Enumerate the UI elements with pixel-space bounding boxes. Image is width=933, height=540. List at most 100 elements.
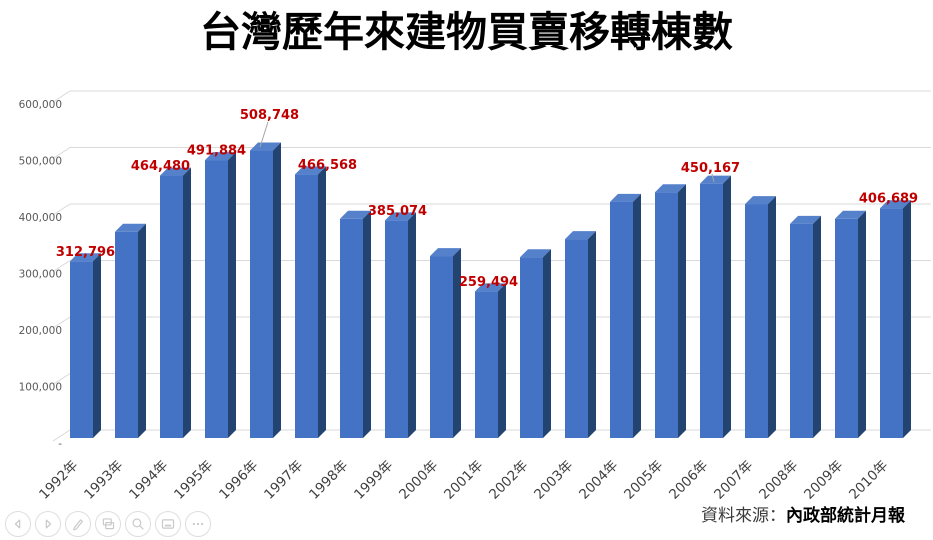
bar-2001年 xyxy=(475,291,498,438)
data-label: 491,884 xyxy=(187,144,246,159)
ellipsis-icon xyxy=(192,522,204,526)
toolbar-see-all-slides-button[interactable] xyxy=(95,511,121,537)
bar-2000年 xyxy=(430,256,453,438)
bar-side-face xyxy=(813,215,821,438)
bar-top-face xyxy=(205,152,236,161)
x-axis-label: 2001年 xyxy=(441,458,486,503)
x-axis-label: 1998年 xyxy=(306,458,351,503)
x-axis-label: 2006年 xyxy=(666,458,711,503)
bar-2002年 xyxy=(520,257,543,438)
bar-2005年 xyxy=(655,192,678,438)
y-axis-label: 300,000 xyxy=(19,269,62,281)
y-axis-label: 400,000 xyxy=(19,212,62,224)
see-all-slides-icon xyxy=(102,518,115,530)
bar-top-face xyxy=(160,167,191,176)
x-axis-label: 2010年 xyxy=(846,458,891,503)
data-label: 385,074 xyxy=(368,204,427,219)
bar-top-face xyxy=(610,193,641,202)
pen-icon xyxy=(73,519,84,531)
next-arrow-icon xyxy=(45,519,52,529)
bar-1998年 xyxy=(340,218,363,438)
source-prefix: 資料來源： xyxy=(701,506,786,526)
bar-side-face xyxy=(723,175,731,438)
axis-tick-connector xyxy=(52,147,71,159)
bar-top-face xyxy=(565,231,596,240)
bar-side-face xyxy=(273,142,281,438)
bar-side-face xyxy=(768,196,776,438)
toolbar-more-options-button[interactable] xyxy=(185,511,211,537)
bar-top-face xyxy=(385,212,416,221)
bar-top-face xyxy=(835,210,866,219)
y-axis-label: 100,000 xyxy=(19,382,62,394)
bar-top-face xyxy=(520,249,551,258)
bar-2004年 xyxy=(610,201,633,438)
source-publication: 內政部統計月報 xyxy=(786,506,905,526)
toolbar-previous-button[interactable] xyxy=(5,511,31,537)
y-axis-label: 200,000 xyxy=(19,325,62,337)
bar-2009年 xyxy=(835,218,858,438)
toolbar-pen-button[interactable] xyxy=(65,511,91,537)
data-label: 508,748 xyxy=(240,108,299,123)
y-axis-label: 600,000 xyxy=(19,99,62,111)
data-label: 406,689 xyxy=(859,192,918,207)
axis-tick-connector xyxy=(52,429,71,442)
bar-2010年 xyxy=(880,208,903,438)
bar-side-face xyxy=(453,248,461,438)
axis-tick-connector xyxy=(52,316,71,329)
bar-top-face xyxy=(745,196,776,205)
bar-1992年 xyxy=(70,261,93,438)
bar-top-face xyxy=(115,223,146,232)
bar-2007年 xyxy=(745,204,768,438)
x-axis-label: 1995年 xyxy=(171,458,216,503)
data-label-leader-line xyxy=(711,173,715,183)
bar-top-face xyxy=(475,283,506,292)
bar-side-face xyxy=(408,212,416,438)
bar-side-face xyxy=(498,283,506,438)
bar-side-face xyxy=(678,184,686,438)
previous-arrow-icon xyxy=(14,519,21,529)
subtitles-icon xyxy=(161,519,175,529)
bar-1995年 xyxy=(205,160,228,438)
bar-top-face xyxy=(700,175,731,184)
toolbar-zoom-button[interactable] xyxy=(125,511,151,537)
x-axis-label: 2005年 xyxy=(621,458,666,503)
bar-side-face xyxy=(318,166,326,438)
x-axis-label: 1993年 xyxy=(81,458,126,503)
x-axis-label: 2007年 xyxy=(711,458,756,503)
bar-top-face xyxy=(655,184,686,193)
bar-2006年 xyxy=(700,183,723,438)
bar-side-face xyxy=(543,249,551,438)
bar-top-face xyxy=(790,215,821,224)
bar-side-face xyxy=(93,253,101,438)
x-axis-label: 2008年 xyxy=(756,458,801,503)
x-axis-label: 1999年 xyxy=(351,458,396,503)
bar-side-face xyxy=(138,223,146,438)
y-axis-label: - xyxy=(58,438,62,450)
data-label: 464,480 xyxy=(131,159,190,174)
data-label: 259,494 xyxy=(459,275,518,290)
bar-1994年 xyxy=(160,175,183,439)
presentation-toolbar xyxy=(5,511,211,537)
bar-side-face xyxy=(633,193,641,438)
x-axis-label: 2003年 xyxy=(531,458,576,503)
x-axis-label: 2002年 xyxy=(486,458,531,503)
source-note: 資料來源：內政部統計月報 xyxy=(701,501,905,526)
bar-top-face xyxy=(70,253,101,262)
toolbar-next-button[interactable] xyxy=(35,511,61,537)
bar-2003年 xyxy=(565,239,588,438)
bar-side-face xyxy=(228,152,236,438)
bar-1993年 xyxy=(115,231,138,438)
bar-side-face xyxy=(858,210,866,438)
bar-top-face xyxy=(250,142,281,151)
data-label: 450,167 xyxy=(681,161,740,176)
magnifier-icon xyxy=(132,518,144,530)
bar-side-face xyxy=(183,167,191,439)
x-axis-label: 2004年 xyxy=(576,458,621,503)
data-label-leader-line xyxy=(259,121,269,148)
data-label: 466,568 xyxy=(298,158,357,173)
bar-side-face xyxy=(588,231,596,438)
bar-1997年 xyxy=(295,174,318,438)
bar-side-face xyxy=(903,200,911,438)
toolbar-subtitles-button[interactable] xyxy=(155,511,181,537)
bar-top-face xyxy=(430,248,461,257)
